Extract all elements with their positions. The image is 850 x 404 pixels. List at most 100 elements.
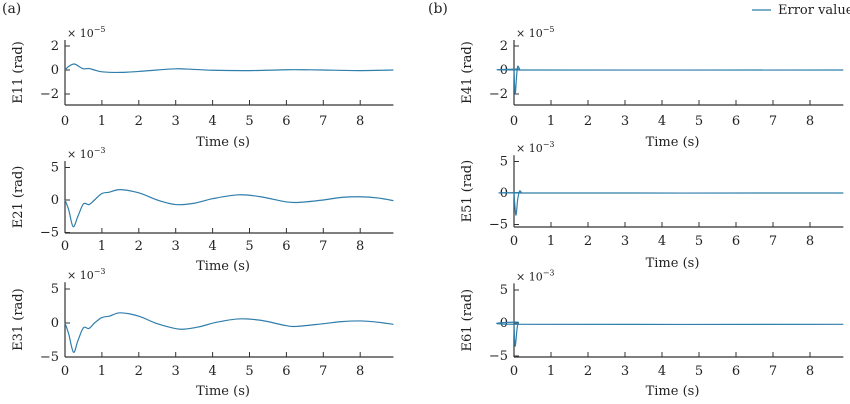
x-tick-label: 5 (245, 239, 253, 254)
error-value-series (64, 188, 394, 228)
y-axis-title: E11 (rad) (11, 41, 26, 104)
x-tick-label: 4 (658, 114, 666, 129)
x-tick-label: 6 (282, 114, 290, 129)
axis-multiplier: × 10−3 (67, 146, 106, 161)
x-tick-label: 6 (732, 364, 740, 379)
y-tick-label: 0 (51, 316, 59, 331)
x-tick-label: 2 (584, 234, 592, 249)
axis-multiplier: × 10−3 (67, 267, 106, 282)
axis-exponent: −5 (94, 25, 106, 34)
x-tick-label: 2 (135, 239, 143, 254)
x-tick-label: 7 (319, 114, 327, 129)
x-tick-label: 8 (356, 364, 364, 379)
x-tick-label: 1 (547, 234, 555, 249)
y-tick-label: 5 (51, 282, 59, 297)
x-tick-label: 0 (61, 239, 69, 254)
legend: Error value (752, 3, 850, 18)
x-tick-label: 7 (769, 364, 777, 379)
y-tick-label: −2 (40, 87, 59, 102)
x-tick-label: 2 (135, 114, 143, 129)
x-tick-label: 6 (282, 364, 290, 379)
x-tick-label: 4 (658, 234, 666, 249)
x-tick-label: 3 (172, 239, 180, 254)
x-tick-label: 1 (98, 364, 106, 379)
x-tick-label: 1 (98, 239, 106, 254)
x-tick-label: 1 (547, 114, 555, 129)
error-value-series (64, 312, 394, 353)
x-tick-label: 4 (208, 364, 216, 379)
x-axis-title: Time (s) (196, 259, 250, 274)
x-axis-title: Time (s) (646, 256, 700, 271)
x-tick-label: 0 (61, 114, 69, 129)
axis-multiplier: × 10−5 (516, 25, 555, 40)
x-tick-label: 2 (584, 364, 592, 379)
x-tick-label: 8 (356, 114, 364, 129)
axis-exponent: −5 (543, 25, 555, 34)
y-axis-title: E61 (rad) (460, 289, 475, 352)
y-axis-title: E31 (rad) (11, 288, 26, 351)
x-tick-label: 8 (806, 114, 814, 129)
x-tick-label: 3 (621, 364, 629, 379)
x-axis-title: Time (s) (196, 384, 250, 399)
y-tick-label: −2 (489, 87, 508, 102)
x-tick-label: 4 (208, 239, 216, 254)
x-tick-label: 1 (98, 114, 106, 129)
axis-multiplier: × 10−3 (516, 140, 555, 155)
y-tick-label: −5 (489, 349, 508, 364)
panel-label-b: (b) (428, 1, 448, 17)
y-axis-title: E41 (rad) (460, 41, 475, 104)
x-tick-label: 3 (172, 114, 180, 129)
axis-multiplier: × 10−5 (67, 25, 106, 40)
panel-label-a: (a) (2, 1, 21, 17)
x-tick-label: 0 (510, 364, 518, 379)
x-tick-label: 7 (769, 234, 777, 249)
x-tick-label: 1 (547, 364, 555, 379)
x-tick-label: 5 (695, 114, 703, 129)
x-tick-label: 5 (245, 364, 253, 379)
x-tick-label: 0 (510, 234, 518, 249)
y-tick-label: 0 (500, 63, 508, 78)
error-value-series (498, 190, 844, 216)
y-tick-label: 2 (51, 39, 59, 54)
x-tick-label: 5 (695, 364, 703, 379)
x-tick-label: 0 (510, 114, 518, 129)
x-tick-label: 7 (319, 364, 327, 379)
y-tick-label: 0 (51, 63, 59, 78)
x-tick-label: 2 (584, 114, 592, 129)
x-tick-label: 0 (61, 364, 69, 379)
x-tick-label: 6 (282, 239, 290, 254)
x-axis-title: Time (s) (646, 384, 700, 399)
axis-exponent: −3 (94, 267, 106, 276)
y-axis-title: E21 (rad) (11, 166, 26, 229)
x-tick-label: 6 (732, 234, 740, 249)
x-tick-label: 8 (806, 364, 814, 379)
x-tick-label: 3 (172, 364, 180, 379)
axis-multiplier: × 10−3 (516, 268, 555, 283)
y-tick-label: 5 (51, 161, 59, 176)
x-tick-label: 4 (658, 364, 666, 379)
x-axis-title: Time (s) (196, 135, 250, 150)
y-tick-label: −5 (40, 226, 59, 241)
error-value-series (496, 65, 844, 95)
x-tick-label: 4 (208, 114, 216, 129)
legend-label: Error value (778, 3, 850, 18)
error-value-series (496, 321, 844, 347)
x-tick-label: 3 (621, 114, 629, 129)
y-tick-label: 5 (500, 283, 508, 298)
x-tick-label: 7 (319, 239, 327, 254)
x-axis-title: Time (s) (646, 135, 700, 150)
x-tick-label: 3 (621, 234, 629, 249)
y-axis-title: E51 (rad) (460, 160, 475, 223)
axis-exponent: −3 (94, 146, 106, 155)
y-tick-label: 2 (500, 39, 508, 54)
x-tick-label: 5 (245, 114, 253, 129)
x-tick-label: 5 (695, 234, 703, 249)
y-tick-label: 0 (51, 193, 59, 208)
